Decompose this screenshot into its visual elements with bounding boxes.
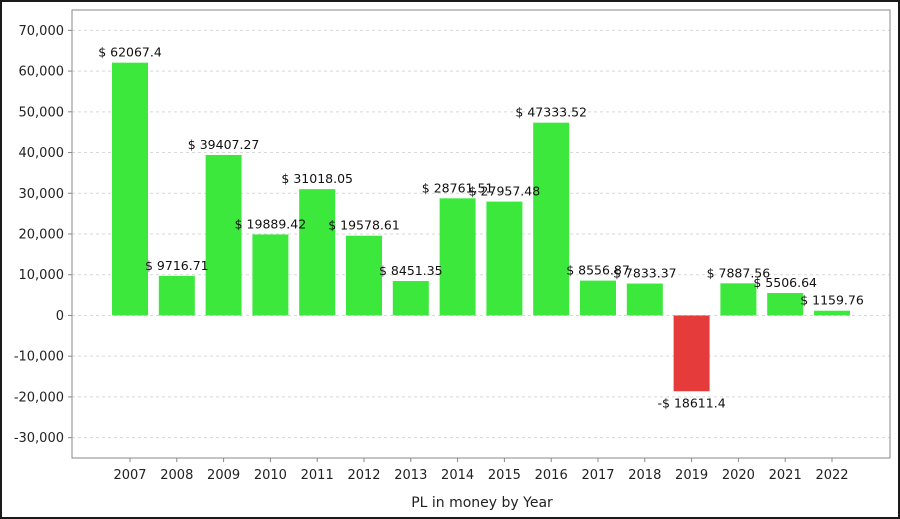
y-tick-label: 50,000 xyxy=(19,105,65,120)
x-tick-label: 2009 xyxy=(207,468,240,483)
data-label: $ 39407.27 xyxy=(188,137,260,152)
data-labels: $ 62067.4 $ 9716.71 $ 39407.27 $ 19889.42 $ … xyxy=(98,45,864,411)
x-tick-label: 2019 xyxy=(675,468,708,483)
data-label: $ 28761.51 xyxy=(422,180,494,195)
y-tick-label: 70,000 xyxy=(19,24,65,39)
bar-2008 xyxy=(158,275,195,316)
data-label: $ 47333.52 xyxy=(515,105,587,120)
data-label: $ 8556.87 xyxy=(566,263,630,278)
data-label: $ 19578.61 xyxy=(328,218,400,233)
bar-2021 xyxy=(767,293,804,316)
data-label: $ 9716.71 xyxy=(145,258,209,273)
data-label: $ 8451.35 xyxy=(379,263,443,278)
bar-2009 xyxy=(205,154,242,316)
x-tick-label: 2015 xyxy=(488,468,521,483)
y-tick-label: 60,000 xyxy=(19,65,65,80)
bar-2020 xyxy=(720,283,757,316)
bar-2014 xyxy=(439,198,476,316)
axes xyxy=(68,9,891,462)
x-tick-label: 2021 xyxy=(769,468,802,483)
bar-2011 xyxy=(299,189,336,316)
x-axis-title: PL in money by Year xyxy=(411,495,553,511)
grid-lines xyxy=(72,29,890,439)
x-tick-label: 2016 xyxy=(535,468,568,483)
x-tick-label: 2018 xyxy=(628,468,661,483)
bar-2013 xyxy=(392,281,429,316)
bar-2018 xyxy=(626,283,663,316)
x-tick-label: 2008 xyxy=(160,468,193,483)
y-tick-label: -30,000 xyxy=(14,431,64,446)
data-label: $ 5506.64 xyxy=(753,275,817,290)
y-tick-label: 40,000 xyxy=(19,146,65,161)
x-tick-label: 2012 xyxy=(347,468,380,483)
y-tick-label: 20,000 xyxy=(19,228,65,243)
bar-2015 xyxy=(486,201,523,316)
bar-2010 xyxy=(252,234,289,316)
bar-2012 xyxy=(346,235,382,316)
data-label: $ 31018.05 xyxy=(281,171,353,186)
x-tick-label: 2022 xyxy=(815,468,848,483)
x-tick-label: 2014 xyxy=(441,468,474,483)
bar-2019 xyxy=(673,315,710,392)
bars xyxy=(112,62,850,392)
y-tick-label: 10,000 xyxy=(19,268,65,283)
x-tick-label: 2011 xyxy=(301,468,334,483)
y-tick-label: -10,000 xyxy=(14,350,64,365)
bar-2016 xyxy=(533,122,570,316)
data-label: $ 7833.37 xyxy=(613,266,677,281)
y-tick-label: 0 xyxy=(56,309,64,324)
data-label: -$ 18611.4 xyxy=(658,395,726,410)
bar-2007 xyxy=(112,62,148,316)
data-label: $ 62067.4 xyxy=(98,45,162,60)
plot-border xyxy=(71,9,891,459)
x-tick-label: 2017 xyxy=(581,468,614,483)
data-label: $ 27957.48 xyxy=(469,184,541,199)
data-label: $ 1159.76 xyxy=(800,293,864,308)
y-tick-label: 30,000 xyxy=(19,187,65,202)
bar-2022 xyxy=(814,310,850,316)
data-label: $ 19889.42 xyxy=(235,216,307,231)
x-tick-label: 2013 xyxy=(394,468,427,483)
data-label: $ 7887.56 xyxy=(707,265,771,280)
bar-2017 xyxy=(580,280,616,316)
y-tick-labels: -30,000 -20,000 -10,000 0 10,000 20,000 30,000… xyxy=(14,24,64,446)
y-tick-label: -20,000 xyxy=(14,390,64,405)
x-tick-label: 2007 xyxy=(113,468,146,483)
x-tick-labels: 2007 2008 2009 2010 2011 2012 2013 2014 2015 2016… xyxy=(113,468,848,483)
x-tick-label: 2010 xyxy=(254,468,287,483)
x-tick-label: 2020 xyxy=(722,468,755,483)
